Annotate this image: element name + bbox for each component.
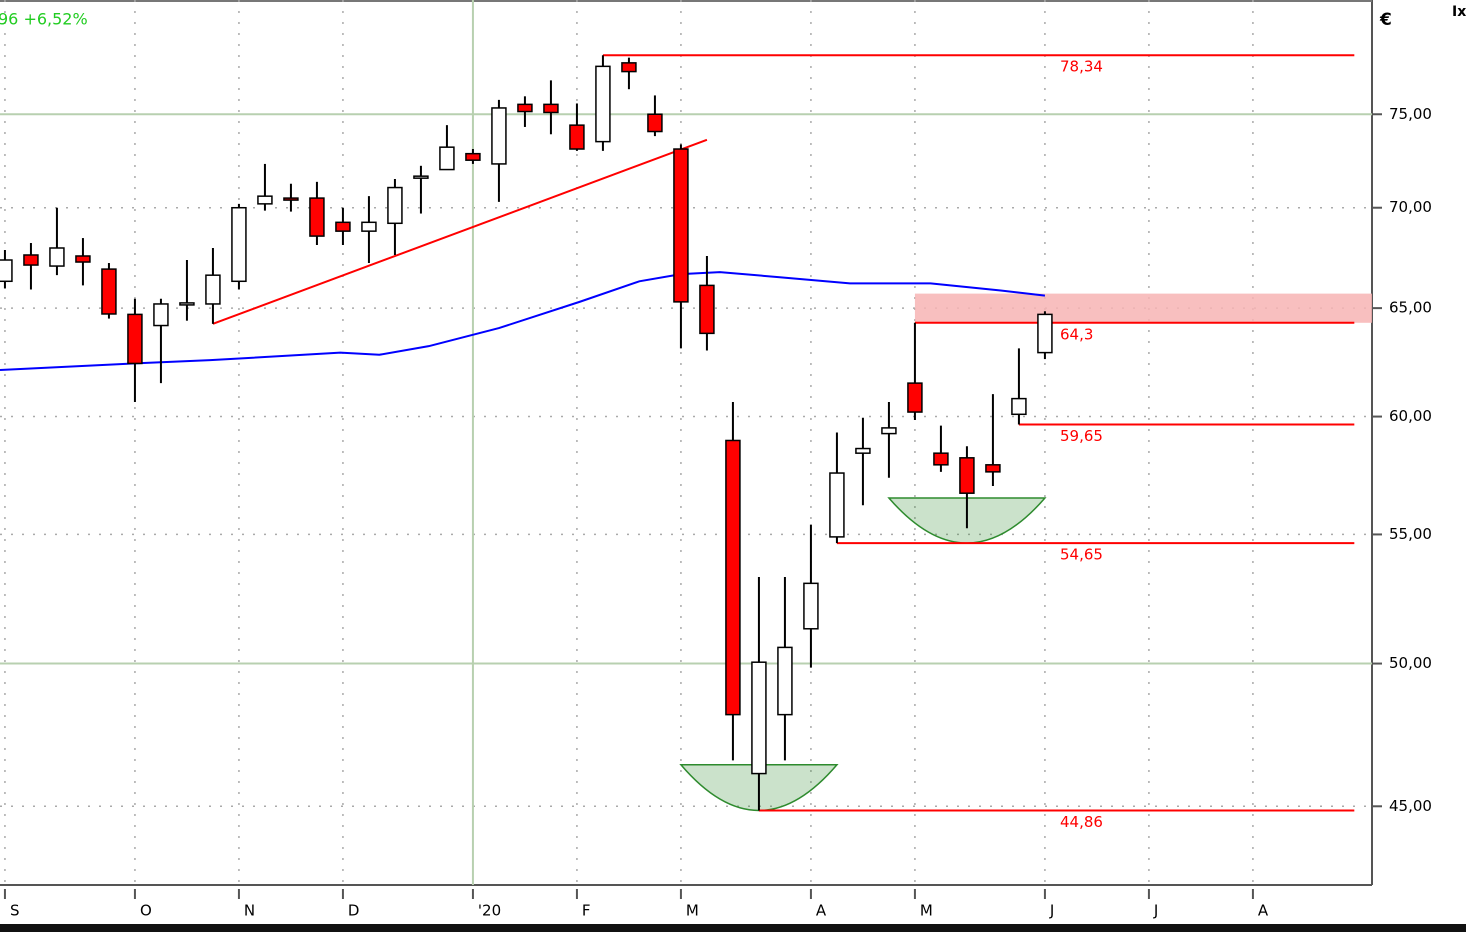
- candle-body: [933, 452, 949, 466]
- x-tick-label: F: [582, 902, 591, 920]
- x-tick-label: J: [1049, 902, 1054, 920]
- candle-body: [777, 646, 793, 716]
- candle-body: [621, 62, 637, 73]
- candle-body: [309, 197, 325, 237]
- candle-body: [907, 382, 923, 413]
- x-tick-label: N: [244, 902, 255, 920]
- corner-label: Ix: [1452, 4, 1466, 20]
- x-tick-label: M: [686, 902, 699, 920]
- currency: €: [1379, 10, 1392, 30]
- candle-body: [673, 148, 689, 303]
- candle-body: [803, 582, 819, 630]
- candle-body: [205, 274, 221, 305]
- candle-body: [881, 427, 897, 435]
- level-label: 54,65: [1060, 546, 1103, 564]
- candle-body: [569, 124, 585, 150]
- trendline: [212, 138, 708, 325]
- candle-body: [647, 113, 663, 133]
- candle-body: [543, 103, 559, 114]
- candle-body: [49, 247, 65, 267]
- candle-body: [725, 439, 741, 716]
- candle-body: [361, 221, 377, 232]
- level-label: 64,3: [1060, 325, 1093, 343]
- candle-body: [855, 447, 871, 454]
- x-tick-label: A: [816, 902, 827, 920]
- candle-body: [1011, 397, 1027, 416]
- candle-body: [465, 152, 481, 161]
- candle-body: [153, 303, 169, 327]
- plot: 45,00 50,00 55,00 60,00 65,00 70,00 75,00 S O N D '…: [0, 0, 1432, 920]
- candle-body: [127, 313, 143, 365]
- candle-body: [985, 464, 1001, 473]
- level-label: 59,65: [1060, 427, 1103, 445]
- x-tick-label: '20: [478, 902, 501, 920]
- candle-body: [23, 254, 39, 266]
- candle-body: [959, 457, 975, 494]
- candle-body: [335, 221, 351, 232]
- y-tick-label: 55,00: [1389, 525, 1432, 543]
- candle-body: [179, 302, 195, 306]
- y-tick-label: 65,00: [1389, 299, 1432, 317]
- bottom-bar: [0, 924, 1466, 932]
- candle-body: [283, 197, 299, 201]
- candle-body: [829, 472, 845, 538]
- x-tick-label: J: [1153, 902, 1158, 920]
- candle-body: [101, 268, 117, 315]
- x-tick-label: D: [348, 902, 360, 920]
- header: 96 +6,52%: [0, 10, 88, 29]
- zone: [914, 293, 1372, 323]
- candle-body: [75, 255, 91, 263]
- candle-body: [1037, 313, 1053, 354]
- candle-body: [751, 661, 767, 775]
- y-tick-label: 45,00: [1389, 797, 1432, 815]
- x-tick-label: S: [10, 902, 20, 920]
- x-tick-label: M: [920, 902, 933, 920]
- candle-body: [491, 107, 507, 165]
- x-tick-label: A: [1258, 902, 1269, 920]
- candle-body: [257, 195, 273, 205]
- candle-body: [0, 259, 13, 283]
- candle-body: [517, 103, 533, 113]
- candle-body: [439, 146, 455, 171]
- moving-average: [0, 271, 1046, 371]
- level-label: 44,86: [1060, 813, 1103, 831]
- x-tick-label: O: [140, 902, 152, 920]
- candle-body: [387, 186, 403, 225]
- y-tick-label: 50,00: [1389, 654, 1432, 672]
- level-label: 78,34: [1060, 58, 1103, 76]
- y-tick-label: 75,00: [1389, 105, 1432, 123]
- candle-body: [231, 206, 247, 283]
- candle-body: [699, 284, 715, 335]
- y-tick-label: 60,00: [1389, 407, 1432, 425]
- candle-body: [413, 175, 429, 179]
- candle-body: [595, 65, 611, 143]
- y-tick-label: 70,00: [1389, 198, 1432, 216]
